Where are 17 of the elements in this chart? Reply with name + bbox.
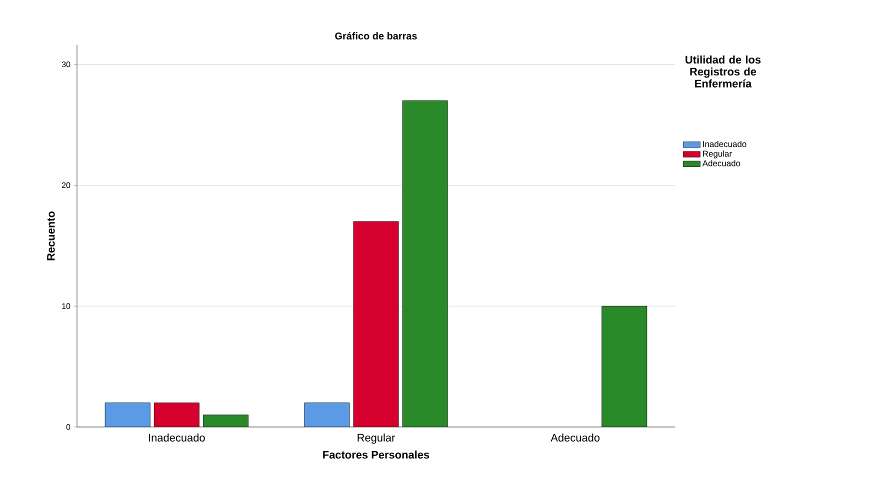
- legend-label: Regular: [703, 150, 732, 158]
- x-tick-label: Adecuado: [550, 434, 600, 442]
- bar: [304, 402, 350, 427]
- bar: [154, 402, 200, 427]
- bar: [353, 221, 399, 427]
- bar: [602, 306, 648, 427]
- x-tick-label: Regular: [358, 434, 395, 444]
- legend-label: Adecuado: [702, 160, 740, 166]
- chart-title: Gráfico de barras: [335, 32, 417, 40]
- bar: [402, 100, 448, 427]
- bar: [105, 402, 150, 427]
- y-axis-title: Recuento: [47, 211, 55, 260]
- x-axis-title: Factores Personales: [323, 450, 430, 459]
- legend-label: Inadecuado: [703, 140, 746, 148]
- bar: [203, 414, 248, 427]
- legend-title: Utilidad de los Registros de Enfermería: [686, 56, 761, 88]
- x-tick-label: Inadecuado: [149, 434, 205, 442]
